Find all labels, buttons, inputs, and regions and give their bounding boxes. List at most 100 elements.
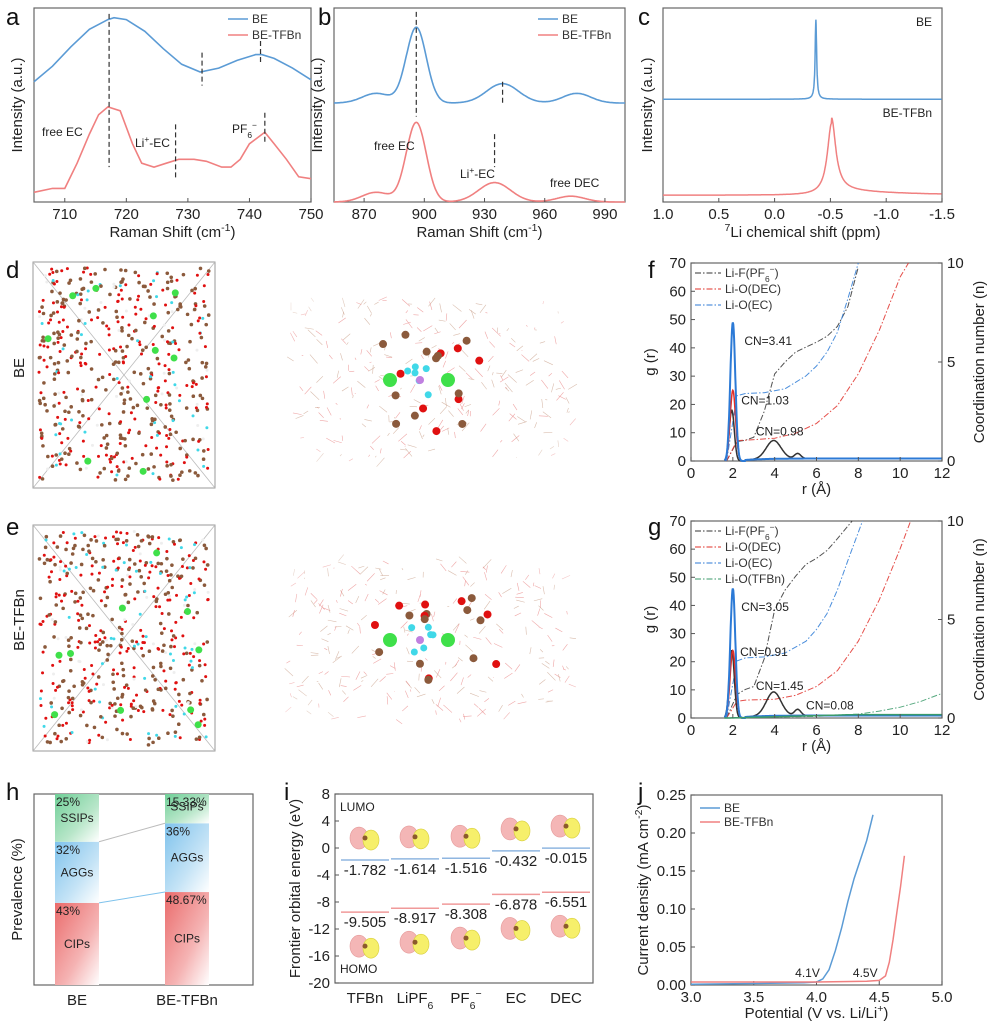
homo-orbital-lobe xyxy=(563,917,581,939)
atom xyxy=(187,594,191,598)
atom xyxy=(99,300,103,304)
atom xyxy=(54,453,59,457)
atom xyxy=(78,660,82,664)
atom xyxy=(119,268,123,272)
x-tick-label: 4.5 xyxy=(869,989,890,1006)
atom xyxy=(165,464,169,468)
atom xyxy=(84,626,89,631)
atom xyxy=(184,406,189,410)
atom xyxy=(167,436,171,440)
x-tick-label: -1.5 xyxy=(929,206,955,223)
atom xyxy=(205,640,210,644)
atom xyxy=(97,648,101,652)
atom xyxy=(147,732,151,736)
atom xyxy=(187,366,192,371)
atom xyxy=(184,651,189,656)
atom xyxy=(108,701,112,706)
atom xyxy=(74,565,78,569)
atom xyxy=(126,567,131,572)
atom xyxy=(103,603,108,608)
atom xyxy=(50,267,54,271)
atom xyxy=(126,390,130,394)
y-axis-title: Current density (mA cm-2) xyxy=(633,804,652,975)
annotation-free-ec: free EC xyxy=(374,139,415,153)
atom xyxy=(196,319,200,323)
atom xyxy=(126,686,130,690)
atom xyxy=(140,646,144,650)
atom xyxy=(112,455,116,459)
atom xyxy=(169,573,173,577)
atom xyxy=(67,567,71,571)
atom xyxy=(202,449,206,453)
x-tick-label: 900 xyxy=(412,206,437,223)
li-ion xyxy=(55,651,63,659)
atom xyxy=(170,310,174,314)
atom xyxy=(76,612,80,616)
atom xyxy=(59,739,64,744)
bar-cips-be xyxy=(55,902,99,985)
atom xyxy=(160,334,165,339)
bar-category-label: SSIPs xyxy=(60,811,93,825)
atom xyxy=(90,556,95,561)
atom xyxy=(143,320,147,325)
atom xyxy=(188,691,192,696)
atom xyxy=(78,292,83,296)
atom xyxy=(44,538,48,542)
atom xyxy=(197,663,202,668)
atom xyxy=(83,676,87,680)
atom xyxy=(75,349,79,354)
atom xyxy=(79,333,83,337)
atom xyxy=(70,701,74,705)
x-tick-label: 8 xyxy=(854,465,862,482)
atom xyxy=(65,267,69,271)
atom xyxy=(98,352,102,356)
atom xyxy=(189,581,193,585)
atom xyxy=(132,677,136,681)
atom xyxy=(128,575,132,579)
atom xyxy=(57,401,61,405)
atom xyxy=(171,634,176,638)
atom xyxy=(170,585,175,590)
atom xyxy=(202,583,207,587)
atom xyxy=(89,339,93,344)
atom xyxy=(145,595,149,599)
atom xyxy=(76,424,81,429)
atom xyxy=(141,653,145,658)
atom xyxy=(124,283,128,287)
atom xyxy=(159,631,164,635)
atom xyxy=(167,368,171,372)
atom xyxy=(203,345,207,349)
atom xyxy=(192,591,196,595)
atom xyxy=(70,552,75,556)
atom xyxy=(137,431,141,435)
atom xyxy=(42,358,46,362)
atom xyxy=(201,712,206,717)
atom xyxy=(51,663,55,667)
atom xyxy=(101,683,105,687)
atom xyxy=(204,567,208,571)
atom xyxy=(87,689,91,693)
atom xyxy=(122,561,126,565)
atom xyxy=(173,687,177,691)
atom xyxy=(116,299,120,303)
atom xyxy=(64,298,68,302)
atom xyxy=(61,318,65,322)
atom xyxy=(61,531,65,535)
atom xyxy=(126,600,131,605)
atom xyxy=(165,340,169,344)
atom xyxy=(52,361,57,366)
atom xyxy=(204,546,208,551)
atom xyxy=(80,680,85,684)
atom xyxy=(103,305,107,309)
annotation-lumo: LUMO xyxy=(340,800,375,814)
atom xyxy=(195,610,200,615)
atom xyxy=(193,543,197,547)
legend-label-be: BE xyxy=(562,12,578,26)
x-axis-title: r (Å) xyxy=(802,481,831,498)
atom xyxy=(84,466,88,470)
atom xyxy=(88,641,92,645)
atom xyxy=(38,475,42,479)
atom xyxy=(168,402,172,406)
atom xyxy=(188,651,192,655)
atom xyxy=(159,561,164,566)
